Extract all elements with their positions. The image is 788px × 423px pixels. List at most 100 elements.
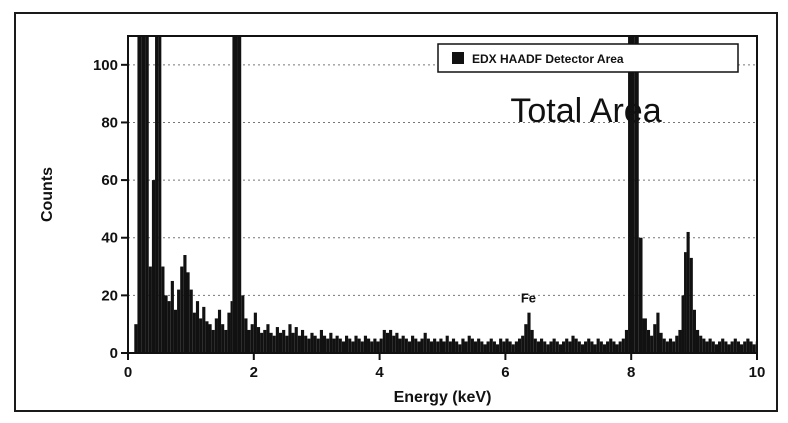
spectrum-bar [715,344,718,353]
spectrum-bar [417,341,420,353]
spectrum-bar [509,341,512,353]
spectrum-bar [336,336,339,353]
spectrum-bar [609,339,612,353]
spectrum-bar [625,330,628,353]
spectrum-bar [314,336,317,353]
spectrum-bar [304,336,307,353]
spectrum-bar [562,341,565,353]
spectrum-bar [251,324,254,353]
spectrum-bar [380,339,383,353]
grid-lines [128,65,757,296]
spectrum-bar [367,339,370,353]
spectrum-bar [402,336,405,353]
spectrum-bar [534,339,537,353]
spectrum-bar [603,344,606,353]
spectrum-bar [666,341,669,353]
spectrum-bar [650,336,653,353]
spectrum-bar [342,341,345,353]
spectrum-bar [282,330,285,353]
spectrum-bar [678,330,681,353]
edx-spectrum-chart: 0246810 020406080100 Energy (keV) Counts… [16,14,776,410]
spectrum-bar [273,336,276,353]
spectrum-bar [581,344,584,353]
spectrum-bar [383,330,386,353]
spectrum-bar [712,341,715,353]
spectrum-bar [546,344,549,353]
spectrum-bar [310,333,313,353]
spectrum-bar [458,344,461,353]
spectrum-bar [193,313,196,353]
x-axis-title: Energy (keV) [394,389,492,406]
spectrum-bar [180,267,183,353]
spectrum-bar [702,339,705,353]
spectrum-bar [168,301,171,353]
spectrum-bar [465,341,468,353]
spectrum-bar [490,339,493,353]
spectrum-bar [455,341,458,353]
spectrum-bar [718,341,721,353]
spectrum-bar [593,344,596,353]
spectrum-bar [556,341,559,353]
y-tick-label: 100 [93,57,118,74]
y-tick-label: 0 [110,345,118,362]
y-tick-label: 20 [101,287,118,304]
spectrum-bar [449,341,452,353]
spectrum-bar [709,339,712,353]
spectrum-bar [329,333,332,353]
spectrum-bar [298,336,301,353]
x-tick-label: 6 [501,364,509,381]
spectrum-bar [575,339,578,353]
spectrum-bar [493,341,496,353]
spectrum-bar [540,339,543,353]
spectrum-bar [411,336,414,353]
spectrum-bar [521,336,524,353]
spectrum-bar [183,255,186,353]
y-axis-title: Counts [39,167,56,222]
spectrum-bar [320,330,323,353]
total-area-annotation: Total Area [510,92,661,130]
spectrum-bar [424,333,427,353]
spectrum-bar [146,36,149,353]
spectrum-bar [301,330,304,353]
spectrum-bar [218,310,221,353]
spectrum-bar [196,301,199,353]
spectrum-bar [568,341,571,353]
spectrum-bar [672,341,675,353]
spectrum-bar [690,258,693,353]
spectrum-bar [684,252,687,353]
spectrum-bar [389,330,392,353]
spectrum-bar [395,333,398,353]
spectrum-bar [724,341,727,353]
spectrum-bar [461,339,464,353]
x-tick-label: 0 [124,364,132,381]
peak-label-fe: Fe [521,291,536,306]
spectrum-bar [373,339,376,353]
spectrum-bar [721,339,724,353]
spectrum-bar [606,341,609,353]
y-tick-label: 60 [101,172,118,189]
spectrum-bar [190,290,193,353]
spectrum-bar [307,339,310,353]
spectrum-bar [571,336,574,353]
spectrum-bar [405,339,408,353]
spectrum-bar [420,339,423,353]
spectrum-bar [227,313,230,353]
spectrum-bar [600,341,603,353]
spectrum-bar [257,327,260,353]
spectrum-bar [351,341,354,353]
spectrum-bar [215,318,218,353]
spectrum-bar [392,336,395,353]
spectrum-bar [263,330,266,353]
spectrum-bar [524,324,527,353]
plot-area-border [128,36,757,353]
spectrum-bar [597,339,600,353]
legend-swatch [452,52,464,64]
spectrum-bar [276,327,279,353]
spectrum-bar [232,36,237,353]
spectrum-bar [480,341,483,353]
x-tick-label: 8 [627,364,635,381]
spectrum-bar [612,341,615,353]
spectrum-bar [345,336,348,353]
spectrum-bars [134,36,757,353]
spectrum-bar [186,272,189,353]
